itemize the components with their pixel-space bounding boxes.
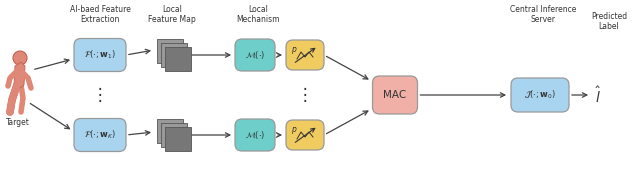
FancyBboxPatch shape xyxy=(74,119,126,152)
FancyBboxPatch shape xyxy=(157,39,183,63)
Text: $p$: $p$ xyxy=(291,125,298,136)
Circle shape xyxy=(13,51,27,65)
Text: ⋮: ⋮ xyxy=(92,86,108,104)
Text: Central Inference
Server: Central Inference Server xyxy=(510,5,576,24)
Text: $\mathcal{F}(\cdot;\mathbf{w}_K)$: $\mathcal{F}(\cdot;\mathbf{w}_K)$ xyxy=(84,129,116,141)
Text: ⋮: ⋮ xyxy=(297,86,314,104)
FancyBboxPatch shape xyxy=(372,76,417,114)
FancyBboxPatch shape xyxy=(161,123,187,147)
FancyBboxPatch shape xyxy=(235,39,275,71)
FancyBboxPatch shape xyxy=(161,43,187,67)
Text: Local
Feature Map: Local Feature Map xyxy=(148,5,196,24)
Text: $\mathcal{J}(\cdot;\mathbf{w}_0)$: $\mathcal{J}(\cdot;\mathbf{w}_0)$ xyxy=(524,89,556,101)
Polygon shape xyxy=(14,62,25,88)
FancyBboxPatch shape xyxy=(165,47,191,71)
Text: $\mathcal{M}(\cdot)$: $\mathcal{M}(\cdot)$ xyxy=(245,129,265,141)
Text: Predicted
Label: Predicted Label xyxy=(591,12,627,31)
Text: $p$: $p$ xyxy=(291,45,298,56)
Text: MAC: MAC xyxy=(383,90,406,100)
FancyBboxPatch shape xyxy=(286,120,324,150)
Text: $\mathcal{M}(\cdot)$: $\mathcal{M}(\cdot)$ xyxy=(245,49,265,61)
Text: Local
Mechanism: Local Mechanism xyxy=(236,5,280,24)
Text: Target: Target xyxy=(6,118,30,127)
FancyBboxPatch shape xyxy=(157,119,183,143)
FancyBboxPatch shape xyxy=(165,127,191,151)
FancyBboxPatch shape xyxy=(286,40,324,70)
Text: $\hat{l}$: $\hat{l}$ xyxy=(595,86,602,106)
FancyBboxPatch shape xyxy=(235,119,275,151)
FancyBboxPatch shape xyxy=(74,38,126,72)
Text: $\mathcal{F}(\cdot;\mathbf{w}_1)$: $\mathcal{F}(\cdot;\mathbf{w}_1)$ xyxy=(84,49,116,61)
Text: AI-baed Feature
Extraction: AI-baed Feature Extraction xyxy=(70,5,131,24)
FancyBboxPatch shape xyxy=(511,78,569,112)
